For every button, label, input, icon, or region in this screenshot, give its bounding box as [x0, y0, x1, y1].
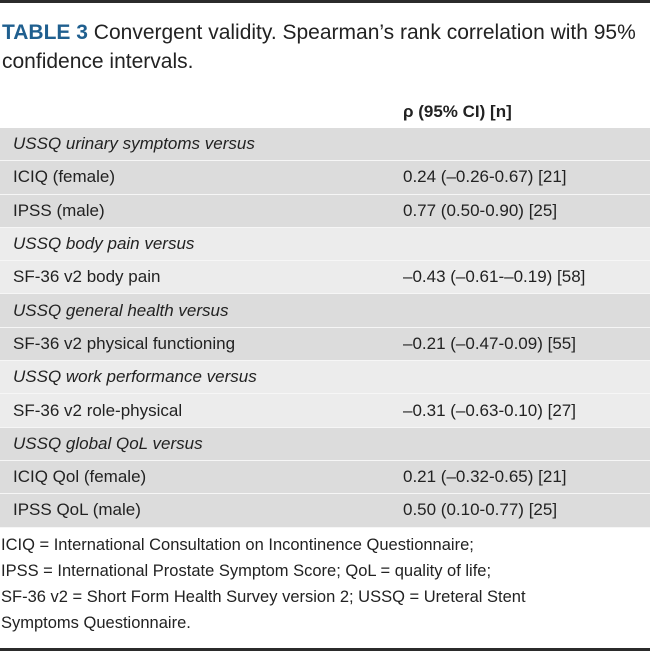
- group-heading: USSQ general health versus: [13, 300, 229, 320]
- correlation: –0.31 (–0.63-0.10) [27]: [403, 400, 576, 420]
- correlation: 0.50 (0.10-0.77) [25]: [403, 500, 558, 520]
- table-row: SF-36 v2 body pain –0.43 (–0.61-–0.19) [5…: [0, 261, 650, 295]
- table: USSQ urinary symptoms versus ICIQ (female…: [0, 128, 650, 528]
- footnote-line: SF-36 v2 = Short Form Health Survey vers…: [1, 588, 526, 606]
- footnote-line: IPSS = International Prostate Symptom Sc…: [1, 562, 492, 580]
- table-row: IPSS QoL (male) 0.50 (0.10-0.77) [25]: [0, 494, 650, 528]
- group-heading: USSQ work performance versus: [13, 367, 257, 387]
- bottom-rule: [0, 648, 650, 651]
- measure: SF-36 v2 role-physical: [13, 400, 183, 420]
- group-heading-row: USSQ general health versus: [0, 294, 650, 328]
- group-heading-row: USSQ work performance versus: [0, 361, 650, 395]
- measure: ICIQ Qol (female): [13, 467, 147, 487]
- correlation: –0.21 (–0.47-0.09) [55]: [403, 333, 576, 353]
- measure: ICIQ (female): [13, 167, 116, 187]
- measure: IPSS (male): [13, 200, 105, 220]
- table-label: TABLE 3: [2, 21, 88, 44]
- group-heading-row: USSQ urinary symptoms versus: [0, 128, 650, 162]
- table-row: SF-36 v2 role-physical –0.31 (–0.63-0.10)…: [0, 394, 650, 428]
- row-group: USSQ urinary symptoms versus ICIQ (female…: [0, 128, 650, 228]
- group-heading-row: USSQ global QoL versus: [0, 427, 650, 461]
- measure: IPSS QoL (male): [13, 500, 141, 520]
- correlation: 0.77 (0.50-0.90) [25]: [403, 200, 558, 220]
- group-heading: USSQ global QoL versus: [13, 433, 203, 453]
- group-heading: USSQ urinary symptoms versus: [13, 134, 255, 154]
- row-group: USSQ global QoL versus ICIQ Qol (female) 0…: [0, 427, 650, 528]
- group-heading-row: USSQ body pain versus: [0, 227, 650, 262]
- measure: SF-36 v2 body pain: [13, 267, 161, 287]
- group-heading: USSQ body pain versus: [13, 234, 195, 254]
- row-group: USSQ work performance versus SF-36 v2 rol…: [0, 361, 650, 428]
- correlation: 0.21 (–0.32-0.65) [21]: [403, 467, 567, 487]
- title-text: Convergent validity. Spearman’s rank cor…: [2, 21, 636, 73]
- footnote-line: ICIQ = International Consultation on Inc…: [1, 536, 474, 554]
- row-group: USSQ body pain versus SF-36 v2 body pain –…: [0, 227, 650, 295]
- table-row: ICIQ Qol (female) 0.21 (–0.32-0.65) [21]: [0, 460, 650, 495]
- table-row: IPSS (male) 0.77 (0.50-0.90) [25]: [0, 194, 650, 228]
- footnote: ICIQ = International Consultation on Inc…: [1, 532, 526, 636]
- row-group: USSQ general health versus SF-36 v2 physi…: [0, 294, 650, 362]
- correlation: 0.24 (–0.26-0.67) [21]: [403, 167, 567, 187]
- table-row: SF-36 v2 physical functioning –0.21 (–0.4…: [0, 327, 650, 362]
- top-rule: [0, 0, 650, 3]
- correlation: –0.43 (–0.61-–0.19) [58]: [403, 267, 586, 287]
- table-row: ICIQ (female) 0.24 (–0.26-0.67) [21]: [0, 161, 650, 195]
- column-header: ρ (95% CI) [n]: [403, 102, 512, 121]
- measure: SF-36 v2 physical functioning: [13, 333, 236, 353]
- footnote-line: Symptoms Questionnaire.: [1, 614, 191, 632]
- table-title: TABLE 3 Convergent validity. Spearman’s …: [2, 18, 642, 76]
